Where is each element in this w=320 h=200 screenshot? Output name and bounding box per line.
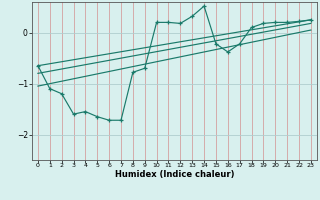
X-axis label: Humidex (Indice chaleur): Humidex (Indice chaleur): [115, 170, 234, 179]
